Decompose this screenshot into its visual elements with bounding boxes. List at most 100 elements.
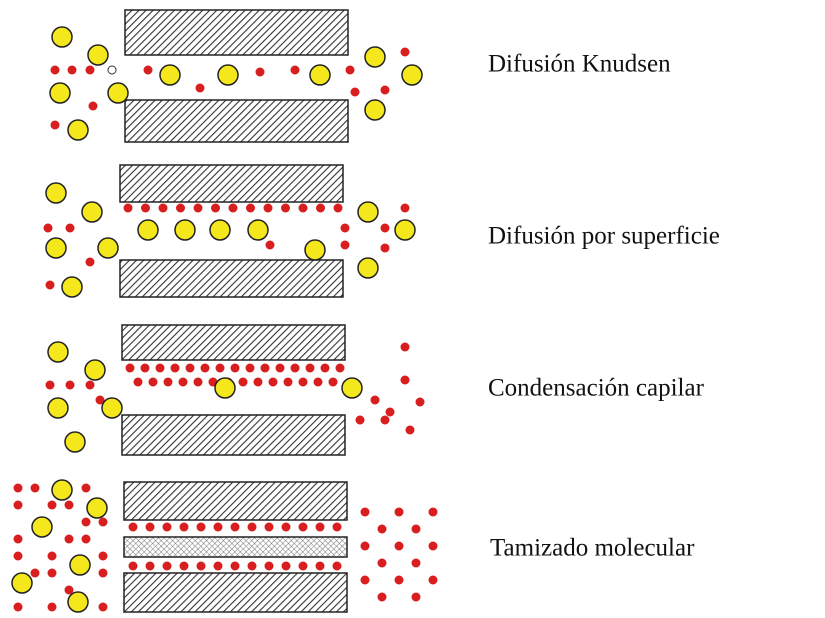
large-molecule <box>304 239 326 261</box>
small-molecule <box>332 522 342 532</box>
small-molecule <box>185 363 195 373</box>
small-molecule <box>281 203 290 213</box>
large-molecule <box>67 119 89 141</box>
small-molecule <box>13 500 23 510</box>
small-molecule <box>415 397 425 407</box>
small-molecule <box>85 65 95 75</box>
small-molecule <box>394 507 404 517</box>
small-molecule <box>162 561 172 571</box>
large-molecule <box>364 99 386 121</box>
small-molecule <box>176 203 185 213</box>
small-molecule <box>264 522 274 532</box>
small-molecule <box>30 568 40 578</box>
small-molecule <box>335 363 345 373</box>
small-molecule <box>200 363 210 373</box>
small-molecule <box>316 203 325 213</box>
large-molecule <box>87 44 109 66</box>
large-molecule <box>11 572 33 594</box>
small-molecule <box>45 380 55 390</box>
large-molecule <box>107 82 129 104</box>
label: Difusión Knudsen <box>488 51 671 78</box>
large-molecule <box>341 377 363 399</box>
small-molecule <box>162 522 172 532</box>
small-molecule <box>290 363 300 373</box>
small-molecule <box>179 561 189 571</box>
large-molecule <box>214 377 236 399</box>
small-molecule <box>65 380 75 390</box>
small-molecule <box>247 522 257 532</box>
small-molecule <box>170 363 180 373</box>
small-molecule <box>328 377 338 387</box>
small-molecule <box>265 240 275 250</box>
small-molecule <box>158 203 168 213</box>
small-molecule <box>380 415 390 425</box>
small-molecule <box>98 517 108 527</box>
large-molecule <box>81 201 103 223</box>
small-molecule <box>377 524 387 534</box>
small-molecule <box>340 223 350 233</box>
large-molecule <box>84 359 106 381</box>
small-molecule <box>290 65 300 75</box>
large-molecule <box>47 397 69 419</box>
small-molecule <box>123 203 133 213</box>
small-molecule <box>128 522 138 532</box>
small-molecule <box>230 561 240 571</box>
small-molecule <box>411 592 421 602</box>
pore-wall <box>123 481 348 521</box>
small-molecule <box>196 522 206 532</box>
label: Condensación capilar <box>488 375 705 402</box>
pore-wall <box>124 9 349 56</box>
small-molecule <box>65 223 75 233</box>
pore-wall <box>121 324 346 361</box>
small-molecule <box>400 47 410 57</box>
large-molecule <box>45 237 67 259</box>
small-molecule <box>428 507 438 517</box>
small-molecule <box>355 415 365 425</box>
large-molecule <box>364 46 386 68</box>
large-molecule <box>357 257 379 279</box>
small-molecule <box>128 561 138 571</box>
small-molecule <box>81 534 91 544</box>
small-molecule <box>245 363 255 373</box>
small-molecule <box>298 377 308 387</box>
small-molecule <box>394 541 404 551</box>
small-molecule <box>13 483 23 493</box>
small-molecule <box>253 377 263 387</box>
large-molecule <box>31 516 53 538</box>
small-molecule <box>260 363 270 373</box>
small-molecule <box>400 203 410 213</box>
small-molecule <box>320 363 330 373</box>
small-molecule <box>268 377 278 387</box>
small-molecule <box>50 120 60 130</box>
small-molecule <box>64 500 74 510</box>
small-molecule <box>179 522 189 532</box>
small-molecule <box>380 243 390 253</box>
small-molecule <box>163 377 173 387</box>
small-molecule <box>125 363 135 373</box>
small-molecule <box>281 561 291 571</box>
small-molecule <box>360 507 370 517</box>
large-molecule <box>217 64 239 86</box>
small-molecule <box>98 602 108 612</box>
small-molecule <box>340 240 350 250</box>
small-molecule <box>246 203 255 213</box>
small-molecule <box>230 522 240 532</box>
small-molecule <box>50 65 60 75</box>
large-molecule <box>137 219 159 241</box>
small-molecule <box>133 377 143 387</box>
small-molecule <box>380 223 390 233</box>
small-molecule <box>64 585 74 595</box>
pore-wall <box>123 572 348 613</box>
small-molecule <box>143 65 153 75</box>
small-molecule <box>370 395 380 405</box>
small-molecule <box>155 363 165 373</box>
pore-wall <box>119 164 344 203</box>
small-molecule <box>81 483 91 493</box>
small-molecule <box>88 101 98 111</box>
small-molecule <box>43 223 53 233</box>
small-molecule <box>148 377 158 387</box>
large-molecule <box>45 182 67 204</box>
small-molecule <box>360 541 370 551</box>
small-molecule <box>345 65 355 75</box>
